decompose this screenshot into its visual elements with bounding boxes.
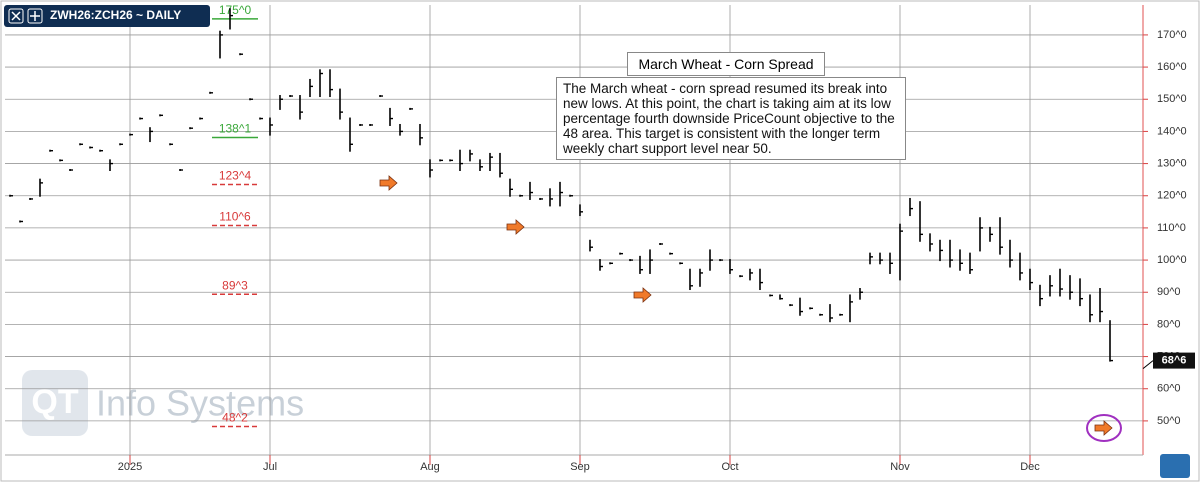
level-label: 138^1 [219, 122, 252, 136]
y-tick-label: 80^0 [1157, 318, 1181, 330]
x-tick-label: Oct [721, 461, 738, 473]
add-icon [30, 11, 40, 21]
last-label: 68^6 [1162, 354, 1187, 366]
level-label: 175^0 [219, 3, 252, 17]
level-label: 110^6 [219, 210, 251, 224]
logo [1160, 454, 1190, 478]
y-tick-label: 60^0 [1157, 383, 1181, 395]
y-tick-label: 150^0 [1157, 93, 1187, 105]
x-tick-label: 2025 [118, 461, 142, 473]
y-tick-label: 100^0 [1157, 254, 1187, 266]
y-tick-label: 90^0 [1157, 286, 1181, 298]
x-tick-label: Aug [420, 461, 440, 473]
y-tick-label: 120^0 [1157, 190, 1187, 202]
last-pointer [1142, 360, 1154, 369]
annotation: The March wheat - corn spread resumed it… [556, 77, 906, 160]
last-box [1153, 352, 1195, 369]
level-label: 123^4 [219, 169, 252, 183]
symbol-bar [4, 5, 210, 27]
y-tick-label: 170^0 [1157, 29, 1187, 41]
arrows [379, 175, 1113, 436]
highlight-circle [1086, 414, 1122, 442]
y-tick-label: 50^0 [1157, 415, 1181, 427]
add-button[interactable] [27, 8, 43, 24]
close-icon [11, 11, 21, 21]
level-label: 48^2 [222, 411, 248, 425]
level-label: 89^3 [222, 278, 248, 292]
chart-title: March Wheat - Corn Spread [627, 52, 825, 76]
close-button[interactable] [8, 8, 24, 24]
y-tick-label: 140^0 [1157, 125, 1187, 137]
plot: 50^060^070^080^090^0100^0110^0120^0130^0… [5, 3, 1195, 473]
y-tick-label: 160^0 [1157, 61, 1187, 73]
x-tick-label: Dec [1020, 461, 1040, 473]
x-tick-label: Jul [263, 461, 277, 473]
y-tick-label: 110^0 [1157, 222, 1186, 234]
x-tick-label: Sep [570, 461, 590, 473]
x-tick-label: Nov [890, 461, 910, 473]
y-tick-label: 130^0 [1157, 157, 1187, 169]
svg-text:QT: QT [31, 383, 78, 421]
watermark-logo: QT [22, 370, 88, 436]
watermark: Info Systems [96, 383, 304, 424]
symbol: ZWH26:ZCH26 ~ DAILY [50, 8, 181, 22]
